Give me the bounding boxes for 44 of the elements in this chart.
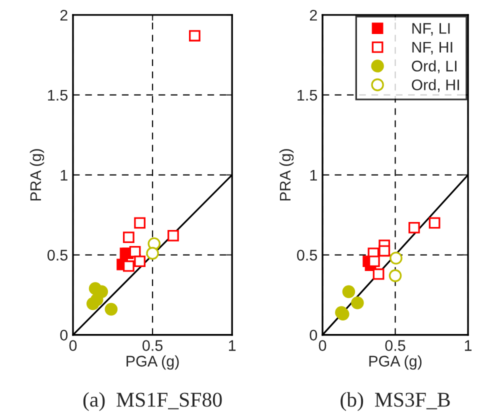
y-tick-label: 1 [60, 170, 68, 180]
x-tick-label: 0 [318, 340, 326, 351]
point [351, 296, 364, 310]
y-axis-title: PRA (g) [279, 149, 294, 200]
point [122, 232, 134, 244]
x-axis-title: PGA (g) [126, 355, 179, 370]
point [372, 268, 384, 280]
point [168, 230, 179, 242]
y-tick-label: 1.5 [298, 90, 318, 101]
point [408, 222, 420, 234]
legend-label: Ord, LI [412, 60, 456, 74]
y-tick-label: 0.5 [47, 250, 68, 261]
legend-label: NF, LI [412, 23, 450, 36]
point [188, 30, 200, 42]
point [104, 302, 118, 316]
x-tick-label: 1 [464, 340, 472, 351]
point [122, 260, 134, 272]
point [146, 246, 159, 260]
x-tick-label: 0 [69, 340, 77, 351]
y-tick-label: 1.5 [48, 90, 68, 101]
point [134, 256, 146, 267]
x-tick-label: 0.5 [142, 340, 163, 351]
y-tick-label: 2 [310, 10, 317, 21]
point [378, 245, 390, 257]
point [342, 285, 356, 298]
y-axis-title: PRA (g) [30, 149, 44, 200]
legend-label: Ord, HI [412, 79, 459, 92]
x-axis-title: PGA (g) [369, 355, 422, 370]
point [388, 269, 402, 282]
x-tick-label: 1 [228, 340, 236, 351]
y-tick-label: 0 [60, 330, 68, 341]
y-tick-label: 0 [310, 330, 318, 341]
point [134, 217, 146, 229]
point [390, 252, 402, 264]
y-tick-label: 1 [310, 170, 317, 180]
text: (b) MS3F_B [340, 392, 450, 412]
x-tick-label: 0.5 [385, 340, 406, 351]
legend-label: NF, HI [412, 42, 452, 54]
y-tick-label: 0.5 [297, 250, 318, 261]
point [368, 256, 380, 267]
text: (a) MS1F_SF80 [83, 392, 222, 412]
point [428, 217, 440, 229]
y-tick-label: 2 [60, 10, 68, 21]
point [90, 293, 104, 306]
